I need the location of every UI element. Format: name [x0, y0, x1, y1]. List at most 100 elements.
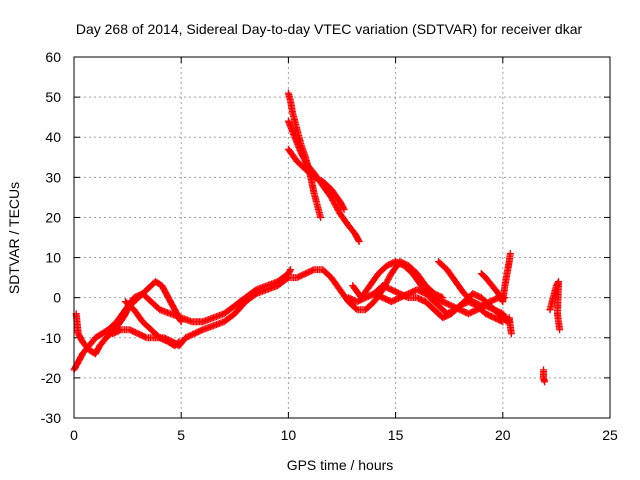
data-point	[158, 282, 166, 290]
data-point	[506, 250, 514, 258]
data-point	[293, 157, 301, 165]
data-point	[327, 185, 335, 193]
y-tick-label: 50	[45, 89, 61, 105]
data-point	[336, 209, 344, 217]
data-point	[422, 298, 430, 306]
data-point	[370, 298, 378, 306]
data-point	[287, 266, 295, 274]
series-fill-markers	[71, 267, 294, 373]
data-point	[548, 298, 556, 306]
data-point	[126, 326, 134, 334]
data-point	[143, 334, 151, 342]
y-tick-label: 0	[53, 290, 61, 306]
data-point	[505, 314, 513, 322]
x-tick-label: 10	[281, 427, 297, 443]
data-point	[74, 358, 82, 366]
data-point	[175, 338, 183, 346]
data-point	[284, 117, 292, 125]
data-point	[209, 322, 217, 330]
data-point	[139, 318, 147, 326]
data-point	[293, 125, 301, 133]
series-fill-markers	[285, 147, 347, 212]
data-point	[310, 266, 318, 274]
data-point	[181, 334, 189, 342]
data-point	[482, 310, 490, 318]
y-tick-label: 20	[45, 209, 61, 225]
data-point	[439, 314, 447, 322]
data-point	[486, 298, 494, 306]
data-point	[353, 306, 361, 314]
plot-area	[70, 89, 564, 386]
data-point	[327, 274, 335, 282]
data-point	[302, 165, 310, 173]
data-point	[109, 330, 117, 338]
series-track-13	[477, 250, 515, 338]
data-point	[134, 294, 142, 302]
x-axis-label: GPS time / hours	[287, 457, 394, 473]
x-tick-label: 0	[70, 427, 78, 443]
data-point	[362, 306, 370, 314]
data-point	[284, 89, 292, 97]
series-track-7	[284, 145, 348, 213]
data-point	[336, 197, 344, 205]
data-point	[505, 258, 513, 266]
data-point	[409, 270, 417, 278]
data-point	[164, 294, 172, 302]
data-point	[417, 282, 425, 290]
data-point	[344, 294, 352, 302]
data-point	[147, 298, 155, 306]
data-point	[413, 286, 421, 294]
series-track-4	[121, 298, 183, 350]
data-point	[495, 290, 503, 298]
data-point	[495, 310, 503, 318]
data-point	[274, 282, 282, 290]
data-point	[242, 298, 250, 306]
series-track-11	[370, 282, 507, 326]
data-point	[392, 258, 400, 266]
data-point	[102, 334, 110, 342]
data-point	[263, 286, 271, 294]
data-point	[351, 229, 359, 237]
data-point	[231, 310, 239, 318]
data-point	[74, 330, 82, 338]
x-tick-label: 15	[388, 427, 404, 443]
x-tick-label: 20	[495, 427, 511, 443]
data-point	[434, 302, 442, 310]
data-point	[291, 133, 299, 141]
data-point	[151, 278, 159, 286]
y-tick-label: -30	[41, 410, 61, 426]
plot-frame	[73, 56, 611, 419]
data-point	[447, 302, 455, 310]
data-point	[252, 290, 260, 298]
data-point	[297, 149, 305, 157]
series-fill-markers	[546, 279, 563, 332]
data-point	[79, 338, 87, 346]
series-fill-markers	[436, 259, 507, 309]
data-point	[79, 350, 87, 358]
data-point	[501, 282, 509, 290]
data-point	[426, 294, 434, 302]
data-point	[302, 270, 310, 278]
data-point	[143, 286, 151, 294]
data-point	[119, 314, 127, 322]
data-point	[477, 302, 485, 310]
chart-title: Day 268 of 2014, Sidereal Day-to-day VTE…	[76, 21, 583, 37]
data-point	[546, 306, 554, 314]
series-track-14	[540, 366, 549, 386]
data-point	[177, 318, 185, 326]
y-tick-label: 40	[45, 129, 61, 145]
data-point	[98, 330, 106, 338]
data-point	[550, 290, 558, 298]
data-point	[336, 286, 344, 294]
data-point	[507, 330, 515, 338]
data-point	[91, 334, 99, 342]
data-point	[556, 326, 564, 334]
data-point	[310, 189, 318, 197]
data-point	[540, 374, 548, 382]
data-point	[117, 326, 125, 334]
data-point	[464, 310, 472, 318]
data-point	[383, 262, 391, 270]
data-point	[379, 282, 387, 290]
data-point	[156, 306, 164, 314]
data-point	[456, 302, 464, 310]
